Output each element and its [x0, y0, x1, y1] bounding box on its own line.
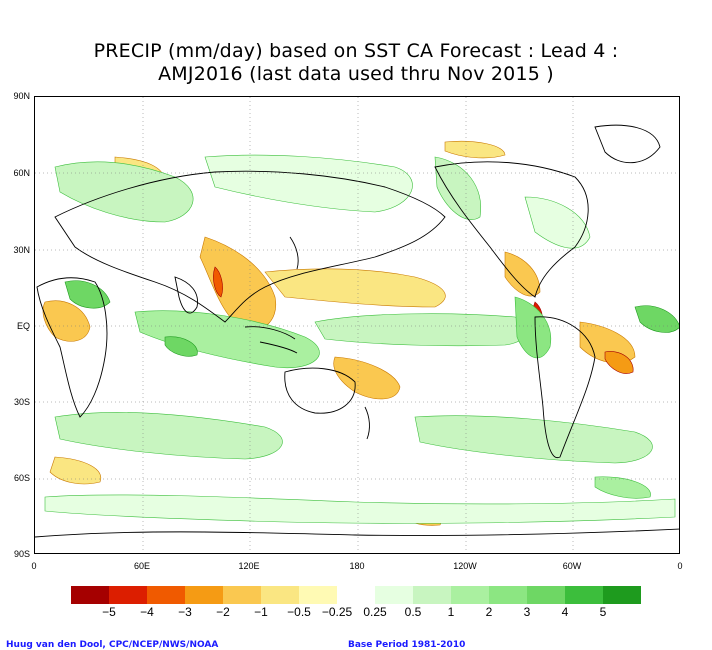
coastline-australia — [284, 367, 356, 414]
legend-swatch — [413, 586, 451, 604]
coastline-north-america — [434, 161, 589, 298]
legend-swatch — [261, 586, 299, 604]
legend-swatch — [223, 586, 261, 604]
legend-label: 2 — [485, 605, 493, 619]
wet-area — [314, 313, 528, 347]
wet-area — [164, 336, 198, 357]
wet-area — [594, 476, 651, 499]
wet-area — [514, 296, 552, 359]
legend-swatch — [71, 586, 109, 604]
dry-area — [42, 300, 91, 342]
legend-swatch — [375, 586, 413, 604]
lon-label-180: 180 — [349, 561, 365, 571]
lat-lon-grid — [35, 97, 679, 553]
coastlines — [35, 124, 679, 538]
wet-area — [44, 494, 676, 524]
legend-swatch — [489, 586, 527, 604]
lat-label-90n: 90N — [13, 91, 30, 101]
map-title-line1: PRECIP (mm/day) based on SST CA Forecast… — [93, 40, 619, 62]
precip-map — [34, 96, 680, 554]
legend-label: 4 — [561, 605, 569, 619]
wet-area — [414, 415, 653, 464]
dry-area — [604, 351, 634, 374]
legend-label: 3 — [523, 605, 531, 619]
wet-area — [54, 412, 283, 460]
legend-label: −5 — [102, 605, 116, 619]
wet-area — [204, 154, 413, 213]
wet-area — [54, 161, 194, 223]
legend-swatch — [147, 586, 185, 604]
lat-label-30n: 30N — [13, 245, 30, 255]
wet-area — [524, 196, 591, 249]
legend-swatch — [109, 586, 147, 604]
lat-label-eq: EQ — [16, 321, 30, 331]
credit-text: Huug van den Dool, CPC/NCEP/NWS/NOAA — [6, 640, 219, 650]
dry-area — [264, 268, 446, 308]
lon-label-0-east: 0 — [677, 561, 683, 571]
lat-label-60n: 60N — [13, 168, 30, 178]
wet-area — [64, 280, 111, 309]
coastline-greenland — [594, 124, 661, 164]
legend-swatch — [527, 586, 565, 604]
wet-area — [634, 305, 679, 333]
legend-swatch — [185, 586, 223, 604]
legend-label: −1 — [254, 605, 268, 619]
legend-label: 1 — [447, 605, 455, 619]
coastline-eurasia — [54, 170, 446, 323]
lat-label-30s: 30S — [13, 397, 30, 407]
lat-label-60s: 60S — [13, 473, 30, 483]
color-legend — [71, 586, 641, 604]
dry-area — [49, 456, 102, 485]
coastline-japan — [289, 236, 299, 270]
lon-label-60w: 60W — [562, 561, 582, 571]
wet-anomaly-areas — [44, 154, 679, 524]
coastline-india — [174, 276, 198, 314]
legend-swatch — [603, 586, 641, 604]
legend-label: −0.5 — [287, 605, 311, 619]
coastline-south-america — [534, 316, 596, 459]
legend-swatch — [451, 586, 489, 604]
dry-area — [213, 266, 223, 298]
legend-label: 5 — [599, 605, 607, 619]
legend-swatch — [299, 586, 337, 604]
lon-label-120w: 120W — [453, 561, 477, 571]
coastline-antarctica — [35, 528, 679, 538]
legend-label: −2 — [216, 605, 230, 619]
precip-map-svg — [35, 97, 679, 553]
lon-label-60e: 60E — [133, 561, 150, 571]
legend-label: 0.5 — [404, 605, 422, 619]
coastline-africa — [36, 277, 108, 418]
legend-label: −0.25 — [321, 605, 353, 619]
legend-label: −3 — [178, 605, 192, 619]
dry-area — [504, 251, 541, 297]
dry-area — [444, 140, 506, 159]
coastline-indonesia — [244, 326, 298, 354]
legend-label: 0.25 — [363, 605, 387, 619]
wet-area — [434, 156, 482, 220]
base-period-text: Base Period 1981-2010 — [348, 640, 466, 650]
lon-label-120e: 120E — [238, 561, 260, 571]
legend-label: −4 — [140, 605, 154, 619]
legend-swatch — [337, 586, 375, 604]
lon-label-0: 0 — [31, 561, 37, 571]
map-title-line2: AMJ2016 (last data used thru Nov 2015 ) — [158, 63, 554, 85]
coastline-new-zealand — [364, 406, 370, 440]
legend-swatch — [565, 586, 603, 604]
lat-label-90s: 90S — [13, 549, 30, 559]
dry-area — [333, 356, 401, 400]
